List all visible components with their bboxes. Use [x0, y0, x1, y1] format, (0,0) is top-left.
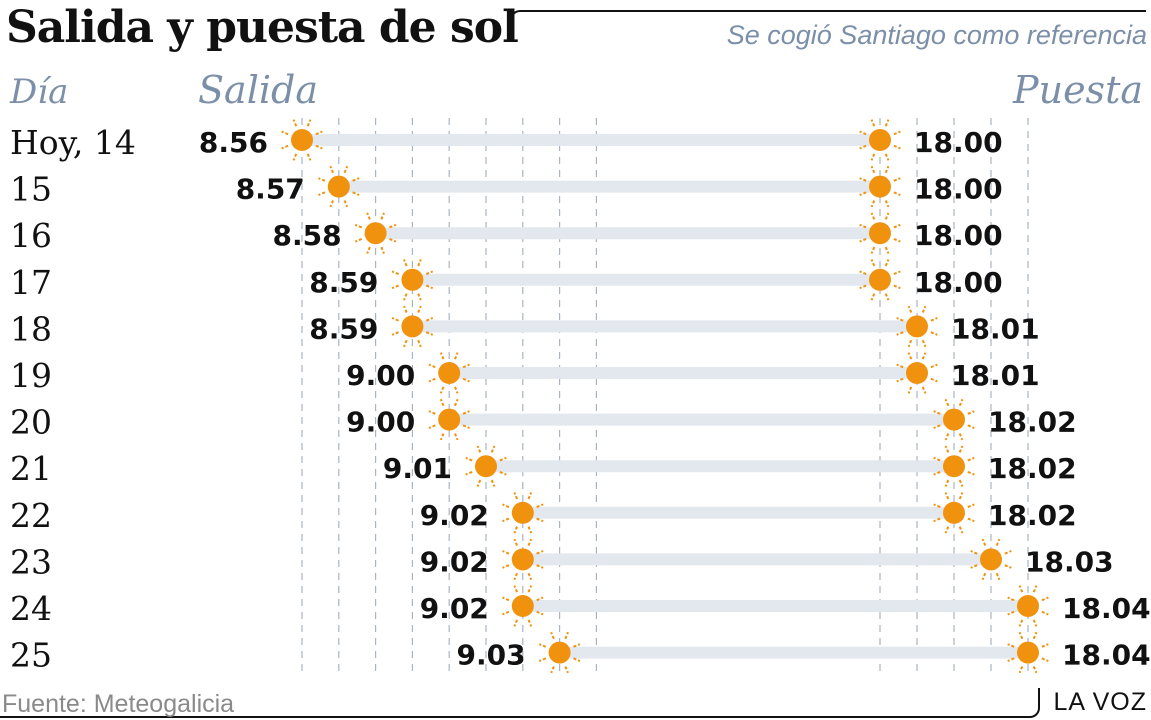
day-label: 19: [10, 356, 52, 395]
sun-icon: [1007, 585, 1049, 627]
day-label: 17: [10, 263, 52, 302]
sun-icon: [428, 398, 470, 441]
table-row: 22 9.02 18.02: [10, 492, 1077, 535]
sun-icon: [354, 212, 397, 254]
day-label: 24: [10, 589, 52, 628]
page-title: Salida y puesta de sol: [6, 2, 519, 53]
table-row: 19 9.00 18.01: [10, 352, 1040, 395]
sunset-label: 18.04: [1062, 592, 1151, 625]
sunrise-label: 9.02: [420, 592, 489, 625]
subtitle-bracket: [510, 10, 1146, 40]
brand-logo: LA VOZ: [1053, 688, 1147, 716]
sunrise-label: 8.58: [273, 219, 342, 252]
sunset-label: 18.00: [914, 173, 1003, 206]
column-header-sunrise: Salida: [198, 68, 318, 112]
table-row: 15 8.57 18.00: [10, 165, 1003, 209]
sunset-label: 18.02: [988, 406, 1077, 439]
sunset-label: 18.00: [914, 219, 1003, 252]
sun-icon: [391, 305, 434, 348]
table-row: 24 9.02 18.04: [10, 585, 1151, 628]
sunset-label: 18.00: [914, 126, 1003, 159]
table-row: 17 8.59 18.00: [10, 259, 1003, 302]
table-row: Hoy, 14 8.56 18.00: [10, 119, 1003, 162]
sunrise-label: 9.02: [420, 499, 489, 532]
day-label: 16: [10, 216, 52, 255]
sunset-label: 18.01: [951, 312, 1040, 345]
sun-icon: [318, 165, 360, 208]
sunset-label: 18.01: [951, 359, 1040, 392]
source-note: Fuente: Meteogalicia: [2, 690, 235, 718]
sun-icon: [859, 165, 901, 208]
table-row: 18 8.59 18.01: [10, 305, 1040, 348]
sunset-label: 18.02: [988, 452, 1077, 485]
sunset-label: 18.03: [1025, 545, 1114, 578]
day-label: 18: [10, 309, 52, 348]
sun-icon: [970, 538, 1012, 581]
guide-lines: [301, 118, 1029, 672]
table-row: 21 9.01 18.02: [10, 445, 1077, 488]
sun-icon: [859, 259, 901, 301]
sun-icon: [933, 398, 975, 441]
sun-icon: [933, 492, 975, 534]
day-label: 22: [10, 496, 52, 535]
subtitle: Se cogió Santiago como referencia: [726, 20, 1147, 50]
sun-icon: [391, 259, 434, 301]
day-label: 20: [10, 403, 52, 442]
sun-icon: [428, 352, 470, 394]
sun-icon: [896, 305, 938, 348]
sunset-label: 18.00: [914, 266, 1003, 299]
table-row: 25 9.03 18.04: [10, 631, 1151, 675]
sunrise-label: 9.01: [383, 452, 452, 485]
sun-icon: [281, 119, 323, 161]
sun-icon: [502, 492, 544, 534]
sunrise-label: 9.03: [457, 639, 526, 672]
day-label: 23: [10, 542, 52, 581]
sunrise-label: 8.56: [199, 126, 268, 159]
sunrise-label: 9.00: [346, 406, 415, 439]
table-row: 23 9.02 18.03: [10, 538, 1114, 581]
sunrise-label: 8.59: [309, 266, 378, 299]
sunrise-label: 8.57: [236, 173, 305, 206]
table-row: 16 8.58 18.00: [10, 212, 1003, 255]
table-row: 20 9.00 18.02: [10, 398, 1077, 442]
sun-icon: [896, 352, 938, 394]
column-header-day: Día: [9, 72, 68, 112]
sunrise-label: 9.02: [420, 545, 489, 578]
sunset-label: 18.04: [1062, 639, 1151, 672]
sun-icon: [933, 445, 975, 487]
sun-icon: [502, 538, 544, 581]
sunrise-label: 8.59: [309, 312, 378, 345]
sun-icon: [538, 631, 581, 674]
sunset-label: 18.02: [988, 499, 1077, 532]
day-label: 21: [10, 449, 52, 488]
sun-icon: [502, 585, 544, 627]
day-label: 25: [10, 636, 52, 675]
sun-icon: [859, 212, 901, 254]
sun-icon: [1007, 631, 1049, 674]
day-label: 15: [10, 170, 52, 209]
sun-icon: [859, 119, 901, 161]
sun-icon: [465, 445, 507, 487]
day-label: Hoy, 14: [10, 123, 136, 162]
footer-bracket: [0, 688, 1040, 718]
sunrise-label: 9.00: [346, 359, 415, 392]
column-header-sunset: Puesta: [1012, 68, 1143, 112]
